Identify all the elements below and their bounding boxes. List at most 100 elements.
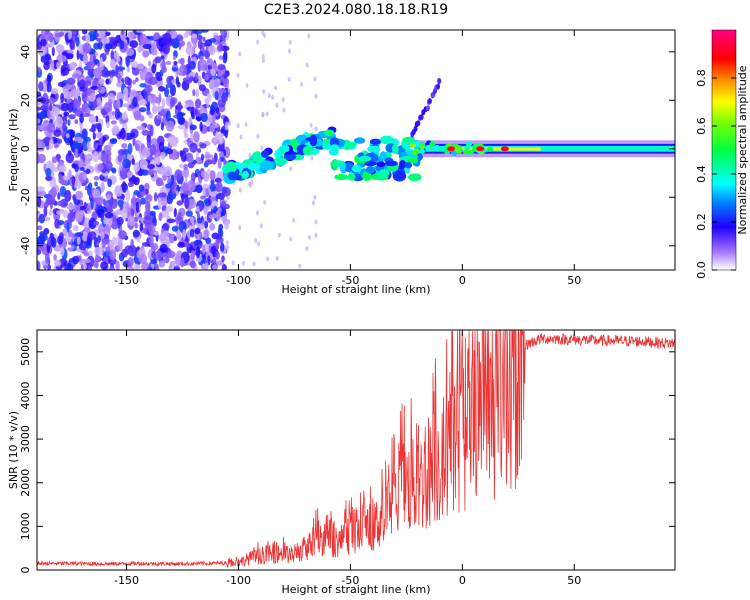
noise-speckle xyxy=(207,169,211,174)
noise-speckle xyxy=(213,137,218,146)
cluster-blob xyxy=(384,160,398,167)
noise-speckle xyxy=(64,90,72,100)
noise-speckle xyxy=(39,232,48,242)
noise-speckle xyxy=(203,229,209,239)
chart-title: C2E3.2024.080.18.18.R19 xyxy=(264,2,448,18)
noise-speckle xyxy=(104,43,113,50)
noise-speckle xyxy=(62,55,66,63)
noise-speckle xyxy=(159,192,167,198)
noise-speckle xyxy=(171,187,177,194)
cluster-blob xyxy=(398,160,407,169)
noise-speckle xyxy=(104,101,113,113)
noise-speckle xyxy=(114,185,123,197)
cluster-blob xyxy=(392,171,407,182)
y-tick-label: -20 xyxy=(19,188,32,206)
noise-speckle xyxy=(82,112,91,118)
noise-speckle xyxy=(43,206,48,218)
noise-speckle xyxy=(75,36,80,47)
carrier-blob xyxy=(424,145,431,151)
noise-speckle xyxy=(153,192,158,202)
noise-speckle xyxy=(198,84,206,92)
noise-speckle xyxy=(227,93,231,99)
noise-speckle xyxy=(100,181,105,193)
noise-speckle xyxy=(162,222,170,231)
noise-speckle xyxy=(121,207,128,220)
noise-speckle xyxy=(94,181,98,187)
noise-speckle xyxy=(165,120,175,132)
noise-speckle xyxy=(281,97,285,103)
noise-speckle xyxy=(73,199,80,205)
noise-speckle xyxy=(81,230,88,242)
noise-speckle xyxy=(215,239,220,250)
noise-speckle xyxy=(146,110,151,116)
noise-speckle xyxy=(68,169,72,178)
peak-blob xyxy=(476,146,485,152)
noise-speckle xyxy=(218,142,225,152)
noise-speckle xyxy=(160,109,166,117)
noise-speckle xyxy=(97,163,104,172)
noise-speckle xyxy=(50,237,57,248)
noise-speckle xyxy=(100,152,109,164)
noise-speckle xyxy=(205,237,212,245)
noise-speckle xyxy=(64,189,72,202)
noise-speckle xyxy=(120,30,125,36)
noise-speckle xyxy=(87,60,95,70)
x-tick-label: 50 xyxy=(567,574,581,587)
noise-speckle xyxy=(211,115,215,127)
noise-speckle xyxy=(119,128,126,140)
peak-blob xyxy=(500,146,509,152)
colorbar-gradient xyxy=(711,29,737,271)
noise-speckle xyxy=(209,109,215,116)
cluster-blob xyxy=(344,161,354,173)
noise-speckle xyxy=(118,60,123,67)
noise-speckle xyxy=(219,30,227,36)
noise-speckle xyxy=(79,166,85,171)
colorbar-tick-label: 0.0 xyxy=(695,261,708,279)
noise-speckle xyxy=(288,48,291,54)
noise-speckle xyxy=(288,39,292,45)
noise-speckle xyxy=(71,175,75,188)
noise-speckle xyxy=(129,40,139,49)
noise-speckle xyxy=(139,222,144,231)
noise-speckle xyxy=(158,86,166,92)
noise-speckle xyxy=(41,102,49,111)
carrier-blob xyxy=(418,148,425,154)
noise-speckle xyxy=(47,74,52,85)
noise-speckle xyxy=(54,218,60,229)
snr-y-label: SNR (10 * v/v) xyxy=(7,411,20,489)
noise-speckle xyxy=(189,132,194,142)
noise-speckle xyxy=(90,85,99,90)
noise-speckle xyxy=(182,228,186,240)
noise-speckle xyxy=(138,184,145,192)
y-tick-label: 4000 xyxy=(19,381,32,409)
cluster-blob xyxy=(402,136,416,144)
ramp-blob xyxy=(309,134,318,147)
noise-speckle xyxy=(165,61,172,65)
noise-speckle xyxy=(221,255,225,262)
noise-speckle xyxy=(210,101,218,112)
cluster-blob xyxy=(358,155,372,162)
noise-speckle xyxy=(309,122,313,128)
noise-speckle xyxy=(313,194,317,200)
noise-speckle xyxy=(72,30,77,36)
streak-blob xyxy=(437,78,442,84)
y-tick-label: 20 xyxy=(19,93,32,107)
cluster-blob xyxy=(364,161,377,167)
noise-speckle xyxy=(195,88,200,98)
noise-speckle xyxy=(314,126,318,132)
noise-speckle xyxy=(69,137,74,146)
noise-speckle xyxy=(183,163,188,171)
noise-speckle xyxy=(37,196,42,208)
noise-speckle xyxy=(161,66,167,73)
noise-speckle xyxy=(82,171,87,181)
noise-speckle xyxy=(197,39,203,50)
noise-speckle xyxy=(107,70,116,75)
noise-speckle xyxy=(58,176,64,184)
noise-speckle xyxy=(179,65,183,76)
noise-speckle xyxy=(74,119,78,124)
cluster-blob xyxy=(407,157,419,163)
noise-speckle xyxy=(63,111,69,117)
noise-speckle xyxy=(100,231,105,239)
noise-speckle xyxy=(86,141,92,150)
streak-blob xyxy=(416,120,421,127)
